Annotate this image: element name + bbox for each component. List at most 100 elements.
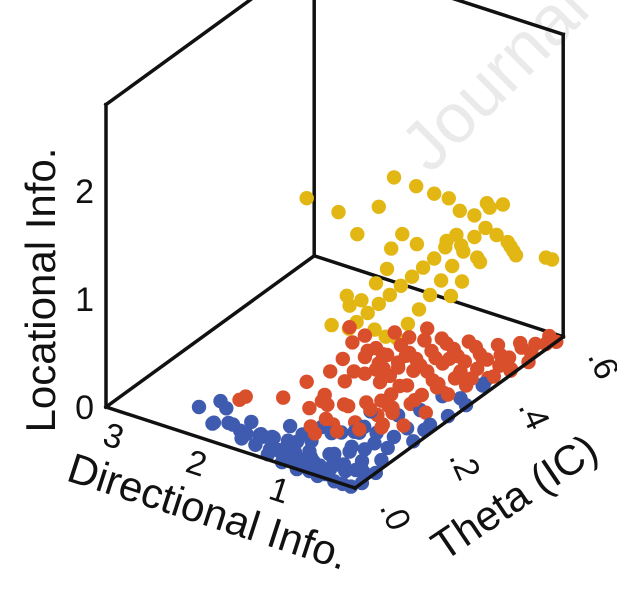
data-point-series-2	[299, 374, 314, 389]
data-point-series-2	[514, 340, 529, 355]
z-tick-label: 1	[75, 281, 94, 319]
data-point-series-3	[371, 199, 386, 214]
back-floor-edge-right	[311, 253, 566, 340]
data-point-series-2	[375, 417, 390, 432]
data-point-series-2	[317, 387, 332, 403]
data-point-series-3	[478, 220, 493, 236]
data-point-series-1	[244, 414, 259, 430]
data-point-series-2	[390, 355, 406, 370]
data-point-series-2	[375, 347, 390, 362]
data-point-series-3	[368, 276, 384, 291]
data-point-series-1	[266, 430, 281, 445]
data-point-series-3	[339, 288, 354, 303]
watermark: Journal Pre-proof	[385, 0, 617, 186]
data-point-series-2	[238, 389, 253, 404]
axis-box-front	[103, 334, 566, 491]
data-point-series-2	[363, 402, 378, 417]
data-point-series-2	[342, 320, 357, 335]
data-point-series-1	[282, 418, 298, 434]
data-point-series-2	[396, 418, 411, 433]
data-point-series-2	[399, 378, 415, 393]
data-point-series-1	[191, 399, 207, 415]
data-point-series-2	[352, 422, 367, 437]
data-point-series-2	[307, 426, 323, 441]
data-point-series-3	[479, 196, 495, 211]
x-tick-label: 1	[265, 470, 295, 512]
data-point-series-3	[404, 269, 420, 284]
data-point-series-2	[329, 424, 345, 439]
data-point-series-1	[219, 401, 234, 416]
data-point-series-2	[493, 348, 508, 363]
data-point-series-3	[350, 227, 365, 242]
data-point-series-2	[357, 328, 373, 343]
data-point-series-1	[322, 461, 338, 477]
data-point-series-3	[379, 261, 395, 277]
data-point-series-2	[408, 352, 424, 367]
data-point-series-3	[386, 170, 402, 185]
y-axis-title: Theta (IC)	[423, 425, 606, 570]
data-point-series-1	[279, 439, 295, 454]
data-point-series-2	[276, 390, 291, 405]
data-point-series-1	[342, 444, 357, 459]
data-point-series-2	[357, 366, 372, 381]
data-point-series-2	[472, 346, 488, 362]
data-point-series-1	[206, 415, 222, 430]
data-point-series-3	[439, 233, 454, 249]
data-point-series-1	[475, 378, 490, 393]
data-point-series-1	[386, 429, 402, 445]
data-point-series-3	[441, 191, 456, 206]
y-tick-label: .6	[580, 344, 617, 385]
data-point-series-3	[454, 274, 470, 289]
data-point-series-1	[239, 426, 254, 442]
data-point-series-3	[445, 258, 460, 274]
data-point-series-2	[461, 334, 476, 349]
data-point-series-3	[427, 251, 442, 266]
data-point-series-3	[427, 186, 442, 201]
y-tick-label: .4	[511, 394, 557, 435]
data-point-series-2	[434, 331, 449, 346]
data-point-series-3	[354, 293, 369, 308]
data-point-series-1	[306, 454, 321, 469]
data-point-series-1	[225, 417, 241, 432]
data-point-series-2	[335, 351, 350, 367]
x-tick-label: 2	[182, 443, 212, 485]
z-tick-label: 0	[75, 389, 94, 427]
data-point-series-3	[299, 191, 314, 206]
data-point-series-3	[467, 208, 482, 223]
data-point-series-2	[492, 358, 507, 373]
z-tick-label: 2	[75, 173, 94, 211]
data-point-series-2	[341, 398, 356, 414]
data-point-series-1	[338, 463, 353, 479]
data-point-series-3	[489, 227, 504, 243]
y-axis-line	[352, 334, 566, 491]
data-point-series-2	[372, 375, 388, 390]
data-point-series-3	[452, 203, 467, 218]
data-points	[191, 170, 564, 494]
data-point-series-3	[470, 250, 485, 265]
data-point-series-3	[395, 226, 410, 242]
y-tick-label: .0	[372, 495, 418, 536]
data-point-series-3	[443, 288, 459, 304]
data-point-series-1	[357, 442, 372, 457]
data-point-series-2	[417, 333, 432, 348]
data-point-series-2	[420, 364, 435, 379]
data-point-series-1	[354, 461, 369, 476]
x-axis-line	[103, 404, 358, 491]
data-point-series-3	[409, 236, 425, 252]
data-point-series-3	[538, 250, 554, 265]
data-point-series-2	[528, 336, 543, 352]
data-point-series-1	[374, 452, 389, 468]
data-point-series-2	[450, 348, 465, 364]
data-point-series-2	[428, 350, 443, 366]
data-point-series-2	[302, 400, 317, 416]
z-axis-title: Locational Info.	[17, 148, 64, 433]
data-point-series-3	[393, 278, 409, 293]
data-point-series-1	[380, 440, 395, 456]
data-point-series-3	[500, 234, 515, 250]
data-point-series-2	[429, 380, 445, 395]
data-point-series-2	[406, 363, 421, 378]
data-point-series-3	[433, 273, 449, 288]
data-point-series-3	[467, 229, 482, 245]
data-point-series-3	[382, 287, 397, 303]
